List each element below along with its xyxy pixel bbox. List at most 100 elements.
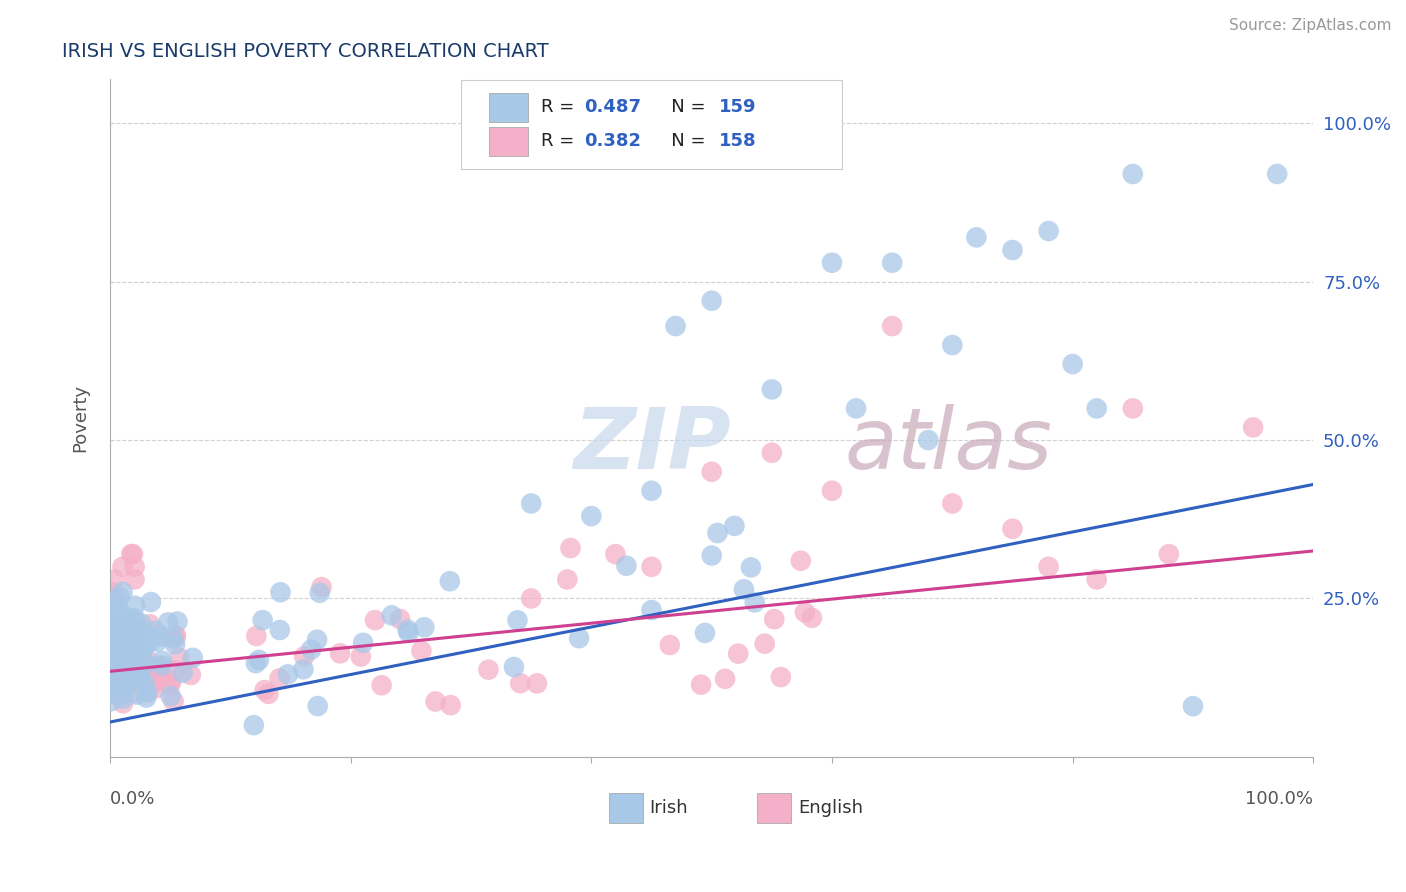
Point [104,651,127,665]
Point [526,676,548,690]
Point [568,631,591,645]
Y-axis label: Poverty: Poverty [72,384,89,452]
Point [110,683,132,698]
Point [181,650,204,665]
Point [111,649,134,664]
Point [105,632,128,647]
Point [112,627,135,641]
Point [411,644,433,658]
Point [440,698,463,713]
Point [108,625,131,640]
Point [108,681,131,695]
Point [277,667,299,681]
Point [101,667,124,681]
Text: 158: 158 [718,132,756,151]
Point [370,678,392,692]
Point [127,639,149,653]
Point [111,641,134,656]
Point [247,653,270,667]
Point [700,465,723,479]
Point [640,603,662,617]
Point [134,675,156,690]
Point [103,665,125,680]
Point [104,682,127,697]
Point [121,629,143,643]
Point [128,671,150,685]
Point [107,618,129,632]
Point [131,655,153,669]
Point [364,613,387,627]
Point [413,620,436,634]
Point [107,654,129,668]
Point [101,657,124,671]
Point [165,630,187,644]
Point [122,663,145,677]
Point [100,585,122,599]
Point [127,632,149,647]
Point [100,648,122,663]
Point [111,676,134,690]
Point [118,673,141,688]
Point [162,632,184,646]
Point [148,673,170,687]
Point [110,660,132,674]
Point [108,657,131,672]
Point [104,662,127,676]
Point [169,650,191,665]
Point [794,606,817,620]
Point [163,664,186,678]
Point [150,654,173,668]
Point [941,496,963,510]
Point [114,663,136,677]
Point [616,558,638,573]
Point [111,673,134,688]
Point [104,641,127,656]
Point [108,637,131,651]
Point [103,671,125,685]
Text: 159: 159 [718,98,756,117]
Point [180,668,202,682]
Point [157,615,180,630]
Point [100,648,122,662]
Point [128,656,150,670]
Point [149,659,172,673]
Point [706,526,728,541]
Point [104,653,127,667]
Point [117,656,139,670]
Point [129,616,152,631]
Point [103,573,125,587]
Point [104,678,127,692]
Point [115,624,138,639]
Point [100,591,122,606]
Point [107,644,129,658]
Point [269,623,291,637]
Point [159,678,181,692]
Point [581,509,603,524]
Point [112,654,135,668]
Point [165,628,187,642]
Point [103,673,125,688]
Text: 0.382: 0.382 [583,132,641,151]
Text: N =: N = [654,132,711,151]
Point [111,655,134,669]
FancyBboxPatch shape [489,94,527,121]
Point [115,647,138,661]
Point [821,483,844,498]
Point [101,651,124,665]
Point [127,620,149,634]
Point [139,630,162,644]
Point [381,608,404,623]
Point [388,612,411,626]
Point [790,554,813,568]
Point [114,648,136,662]
Point [114,653,136,667]
Point [150,658,173,673]
Point [100,646,122,660]
Point [160,673,183,688]
Point [292,662,315,676]
Point [166,615,188,629]
Point [252,613,274,627]
Point [100,681,122,695]
Point [156,675,179,690]
Point [882,319,904,334]
